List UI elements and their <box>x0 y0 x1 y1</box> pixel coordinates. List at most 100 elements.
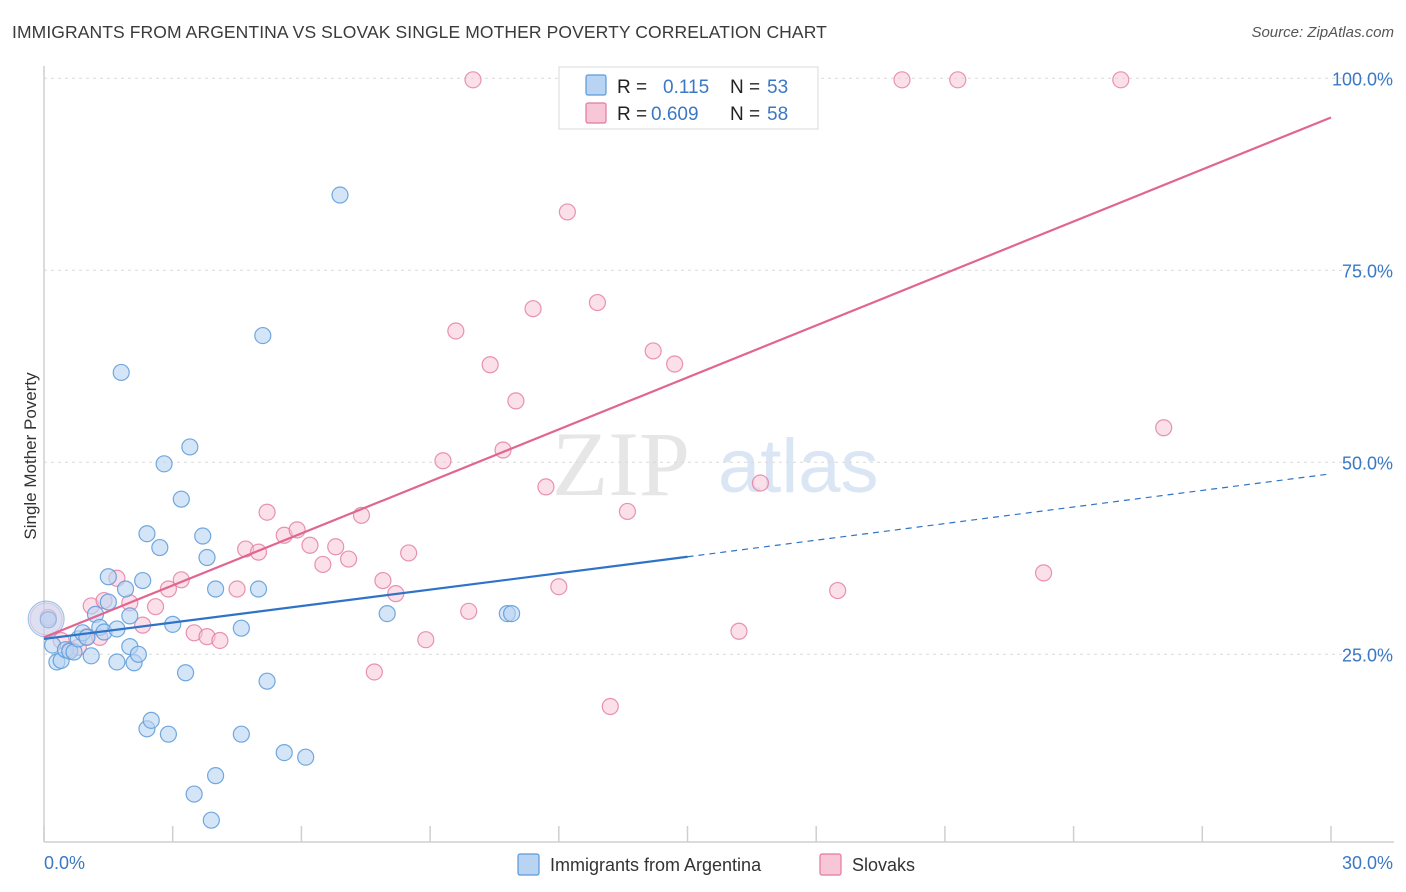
slovaks-point <box>365 663 383 681</box>
argentina-point <box>82 647 100 665</box>
argentina-point <box>112 363 130 382</box>
legend-swatch-argentina <box>585 74 607 96</box>
slovaks-point <box>1034 564 1053 582</box>
argentina-point <box>331 186 349 204</box>
series-legend: Immigrants from Argentina Slovaks <box>517 853 915 876</box>
slovaks-point <box>588 293 607 312</box>
legend-n-value: 58 <box>767 104 788 125</box>
slovaks-point <box>228 580 246 598</box>
slovaks-point <box>447 322 465 340</box>
slovaks-point <box>314 555 332 574</box>
legend-r-label: R = <box>617 77 647 98</box>
gridlines <box>44 77 1394 655</box>
slovaks-point <box>537 478 555 496</box>
y-tick-label: 75.0% <box>1342 261 1393 281</box>
x-tick-label: 30.0% <box>1342 853 1393 873</box>
argentina-point <box>254 326 272 345</box>
argentina-point <box>258 672 276 690</box>
argentina-point <box>121 607 139 625</box>
argentina-point <box>116 580 135 598</box>
y-tick-label: 50.0% <box>1342 453 1393 473</box>
argentina-point <box>202 811 220 829</box>
tick-labels: 25.0% 50.0% 75.0% 100.0% 0.0% 30.0% <box>44 69 1393 873</box>
slovaks-point <box>507 392 525 410</box>
slovaks-point <box>339 550 358 568</box>
series-legend-swatch-slovaks <box>819 853 842 876</box>
y-tick-label: 100.0% <box>1332 69 1393 89</box>
slovaks-point <box>481 356 499 374</box>
slovaks-point <box>730 622 748 640</box>
argentina-point <box>172 490 190 508</box>
watermark-atlas: atlas <box>718 424 879 509</box>
legend-r-label: R = <box>617 104 647 125</box>
argentina-point <box>249 580 268 598</box>
slovaks-point <box>400 544 418 562</box>
slovaks-point <box>644 342 662 360</box>
argentina-point <box>99 593 117 611</box>
slovaks-point <box>618 502 637 521</box>
slovaks-point <box>829 581 847 600</box>
slovaks-point <box>374 571 392 590</box>
trend-lines <box>43 116 1332 641</box>
slovaks-point <box>327 538 345 556</box>
argentina-point <box>164 615 182 633</box>
series-legend-swatch-argentina <box>517 853 540 876</box>
slovaks-point <box>146 598 165 616</box>
legend-swatch-slovaks <box>585 102 607 124</box>
argentina-point <box>275 744 293 762</box>
slovaks-point <box>666 355 684 373</box>
argentina-point <box>194 527 212 545</box>
slovaks-point <box>460 602 478 620</box>
slovaks-point <box>751 474 770 492</box>
argentina-point <box>142 711 160 729</box>
argentina-point <box>138 525 156 543</box>
argentina-point <box>207 580 225 598</box>
slovaks-point <box>258 503 276 521</box>
argentina-point <box>198 548 216 567</box>
legend-r-value: 0.115 <box>663 77 709 98</box>
slovaks-point <box>1112 71 1130 89</box>
slovaks-point <box>434 452 452 470</box>
argentina-point <box>159 725 178 743</box>
legend-n-value: 53 <box>767 77 788 98</box>
y-tick-label: 25.0% <box>1342 645 1393 665</box>
argentina-point <box>134 571 152 590</box>
slovaks-point <box>1155 419 1173 437</box>
argentina-point <box>297 748 315 766</box>
watermark-zip: ZIP <box>552 413 690 515</box>
series-legend-label-argentina: Immigrants from Argentina <box>550 855 762 875</box>
argentina-point <box>232 725 250 743</box>
chart-title: IMMIGRANTS FROM ARGENTINA VS SLOVAK SING… <box>12 22 827 42</box>
slovaks-point <box>211 631 229 650</box>
argentina-points <box>27 186 521 829</box>
axes <box>43 66 1394 843</box>
argentina-point <box>207 767 225 785</box>
argentina-point <box>151 538 169 557</box>
argentina-point <box>39 611 57 629</box>
argentina-point <box>155 455 173 473</box>
slovaks-point <box>550 578 568 596</box>
slovaks-trend-line <box>43 116 1332 639</box>
y-axis-title: Single Mother Poverty <box>21 372 40 540</box>
argentina-point <box>503 604 521 623</box>
legend-n-label: N = <box>730 77 760 98</box>
slovaks-point <box>601 697 619 716</box>
argentina-point <box>176 664 195 682</box>
argentina-point <box>129 645 147 663</box>
legend-n-label: N = <box>730 104 760 125</box>
x-tick-label: 0.0% <box>44 853 85 873</box>
argentina-trend-extension <box>687 473 1332 558</box>
slovaks-point <box>417 631 435 649</box>
source-credit: Source: ZipAtlas.com <box>1251 24 1394 41</box>
series-legend-label-slovaks: Slovaks <box>852 855 915 875</box>
argentina-point <box>181 438 199 456</box>
slovaks-point <box>464 71 482 89</box>
argentina-point <box>378 604 396 623</box>
legend-r-value: 0.609 <box>651 104 699 125</box>
slovaks-point <box>949 71 967 89</box>
argentina-trend-line <box>43 555 688 641</box>
slovaks-point <box>301 536 319 554</box>
argentina-point <box>185 785 203 803</box>
slovaks-point <box>524 300 542 318</box>
